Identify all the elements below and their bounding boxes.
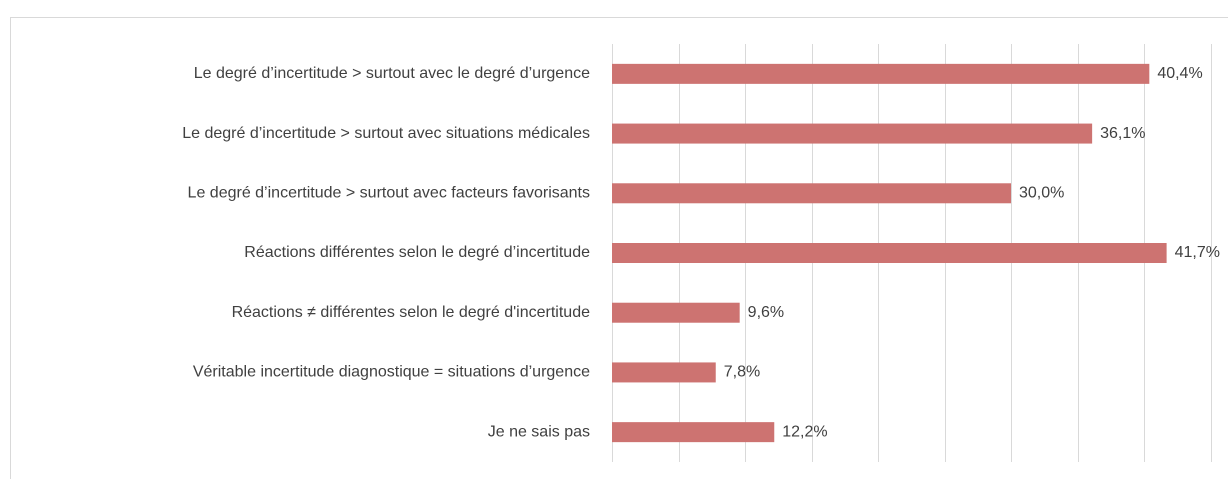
category-label: Je ne sais pas [488, 423, 590, 440]
category-label: Le degré d’incertitude > surtout avec fa… [188, 185, 590, 202]
data-label: 40,4% [1157, 65, 1202, 82]
category-label: Le degré d’incertitude > surtout avec si… [182, 125, 590, 142]
category-label: Véritable incertitude diagnostique = sit… [193, 364, 590, 381]
category-label: Réactions ≠ différentes selon le degré d… [232, 304, 591, 321]
data-label: 30,0% [1019, 185, 1064, 202]
bar [612, 183, 1011, 204]
data-label: 41,7% [1175, 244, 1220, 261]
bar [612, 243, 1167, 263]
data-label: 7,8% [724, 364, 760, 381]
data-label: 9,6% [748, 304, 784, 321]
category-label: Réactions différentes selon le degré d’i… [244, 244, 590, 261]
data-label: 36,1% [1100, 125, 1145, 142]
data-label: 12,2% [782, 423, 827, 440]
bar [612, 302, 740, 323]
bar [612, 362, 716, 383]
bar [612, 63, 1150, 84]
category-label: Le degré d’incertitude > surtout avec le… [194, 65, 590, 82]
bar [612, 123, 1093, 144]
bar [612, 422, 775, 443]
